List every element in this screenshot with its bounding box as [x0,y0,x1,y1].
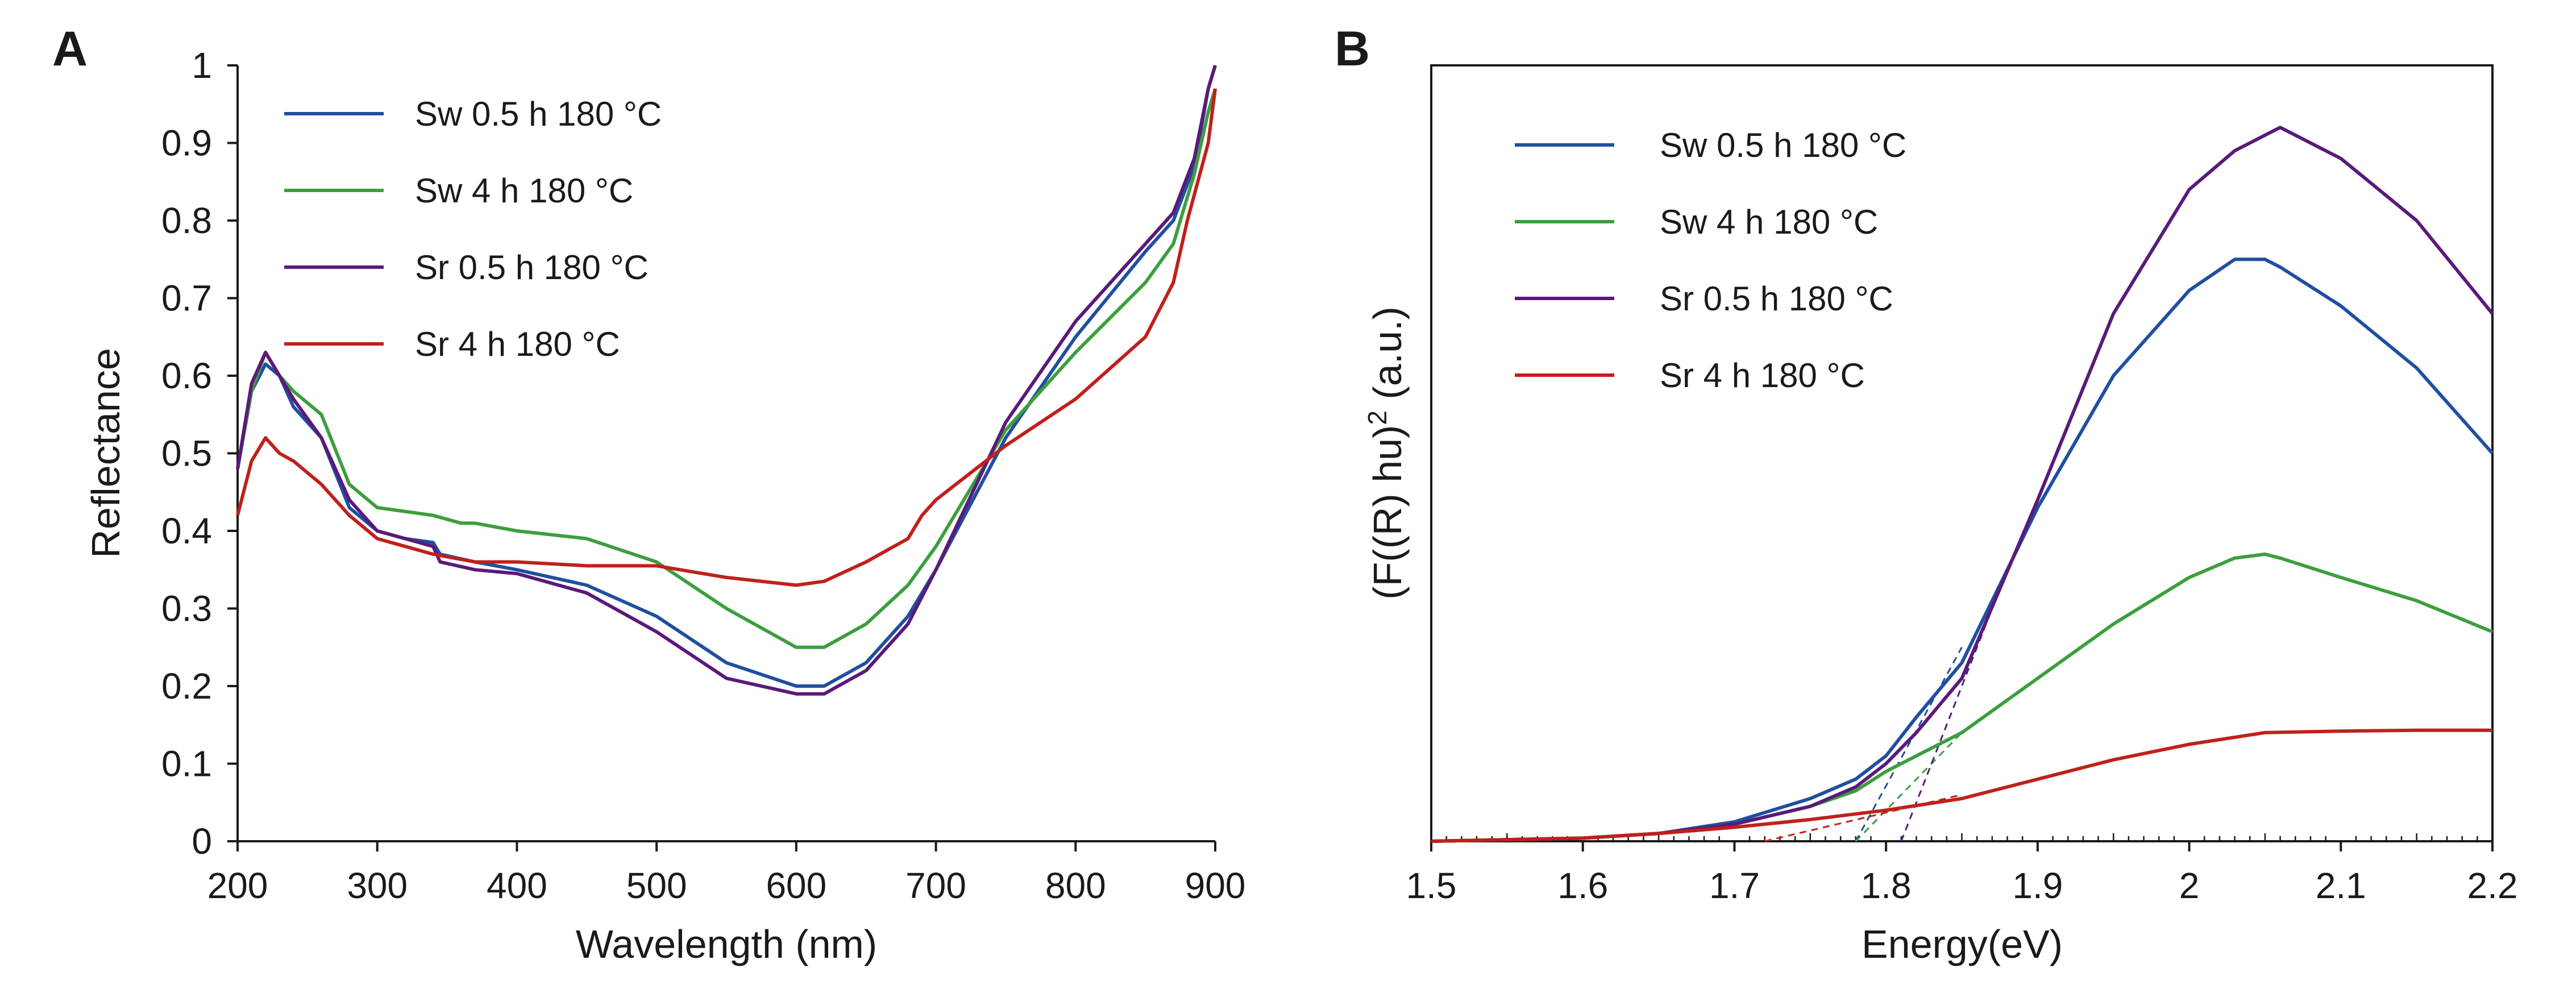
series-line [236,65,1217,688]
x-tick-label: 500 [626,865,687,906]
y-tick-label: 0.6 [161,355,212,396]
panel-a-x-axis-label: Wavelength (nm) [576,922,877,966]
y-tick-label: 0.4 [161,510,212,551]
panel-a-legend: Sw 0.5 h 180 °C Sw 4 h 180 °C Sr 0.5 h 180… [284,95,662,363]
x-tick-label: 1.8 [1861,865,1912,906]
x-tick-label: 1.9 [2012,865,2063,906]
legend-label: Sr 0.5 h 180 °C [415,248,649,286]
x-tick-label: 300 [347,865,408,906]
x-tick-label: 800 [1045,865,1106,906]
x-tick-label: 2 [2179,865,2200,906]
panel-a-series [236,65,1217,696]
panel-b-y-axis-label: (F((R) hu)2 (a.u.) [1362,306,1410,600]
tangent-line [1900,608,1993,842]
y-tick-label: 0.7 [161,278,212,319]
series-line [1431,728,2492,843]
y-tick-label: 1 [192,45,212,86]
panel-b-x-axis-label: Energy(eV) [1862,922,2063,966]
x-tick-label: 1.7 [1709,865,1760,906]
series-line [236,65,1217,696]
x-tick-label: 2.1 [2316,865,2366,906]
x-tick-label: 400 [487,865,547,906]
legend-label: Sw 0.5 h 180 °C [1660,126,1906,164]
panel-b: B 1.5 1.6 1.7 1.8 1.9 2 2.1 2.2 Sw 0.5 h 180 °C… [1335,22,2517,966]
legend-label: Sr 0.5 h 180 °C [1660,280,1893,318]
panel-b-series [1431,126,2494,843]
series-line [236,88,1217,587]
panel-a-y-axis-label: Reflectance [84,348,128,558]
panel-a-letter: A [52,22,88,76]
series-line [1431,257,2494,843]
tangent-line [1855,647,1963,842]
legend-label: Sr 4 h 180 °C [1660,356,1865,394]
panel-b-letter: B [1335,22,1370,76]
x-tick-label: 200 [207,865,268,906]
y-tick-label: 0.8 [161,200,212,241]
panel-a: A 200 300 400 500 600 700 800 900 0 0.1 0.2 0.3 0.4 0… [52,22,1245,966]
y-tick-label: 0.9 [161,123,212,164]
panel-b-plot-area [1430,64,2494,842]
y-tick-label: 0 [192,821,212,862]
x-tick-label: 900 [1185,865,1246,906]
plot-frame [1430,64,2494,842]
x-tick-label: 1.6 [1557,865,1608,906]
panel-a-plot-area [236,65,1215,842]
y-tick-label: 0.1 [161,743,212,784]
panel-b-legend: Sw 0.5 h 180 °C Sw 4 h 180 °C Sr 0.5 h 180… [1515,126,1906,394]
tangent-line [1855,732,1963,842]
x-tick-label: 2.2 [2467,865,2518,906]
legend-label: Sw 4 h 180 °C [1660,203,1878,241]
x-tick-label: 700 [905,865,966,906]
x-tick-label: 600 [766,865,826,906]
series-line [1431,126,2494,843]
panel-a-ticks: 200 300 400 500 600 700 800 900 0 0.1 0.2 0.3 0.4 0.5… [161,45,1245,906]
legend-label: Sw 4 h 180 °C [415,172,633,210]
panel-b-tangent-lines [1764,608,1993,842]
x-tick-label: 1.5 [1406,865,1457,906]
y-tick-label: 0.2 [161,666,212,707]
y-tick-label: 0.5 [161,433,212,474]
series-line [236,88,1217,649]
y-tick-label: 0.3 [161,588,212,629]
legend-label: Sw 0.5 h 180 °C [415,95,662,133]
legend-label: Sr 4 h 180 °C [415,325,620,363]
panel-b-ticks: 1.5 1.6 1.7 1.8 1.9 2 2.1 2.2 [1406,833,2518,906]
